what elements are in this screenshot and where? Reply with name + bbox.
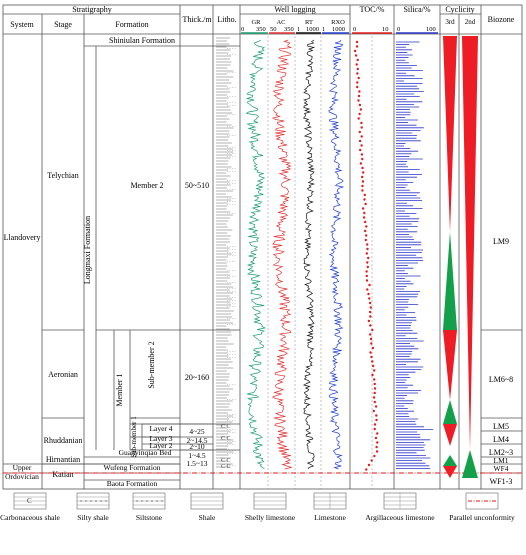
formation-longmaxi: Longmaxi Formation <box>83 216 92 284</box>
header-biozone: Biozone <box>488 15 515 24</box>
header-system: System <box>10 20 34 29</box>
legend-label: Shale <box>199 513 216 522</box>
header-silica: Silica/% <box>403 5 430 14</box>
carbonaceous-shale-swatch: C <box>13 492 47 510</box>
stage-aeronian: Aeronian <box>48 370 78 379</box>
header-well-logging: Well logging <box>274 5 315 14</box>
biozone-lm2-3: LM2~3 <box>489 448 513 457</box>
biozone-wf4: WF4 <box>494 464 509 473</box>
stage-katian: Katian <box>52 470 73 479</box>
gr-scale-max: 350 <box>256 26 266 33</box>
stage-hirnantian: Hirnantian <box>46 455 80 464</box>
table-grid <box>2 4 523 490</box>
header-cycle-2nd: 2nd <box>465 18 476 26</box>
header-thickness: Thick./m <box>182 15 212 24</box>
biozone-lm9: LM9 <box>493 237 509 246</box>
thickness-member2: 50~510 <box>185 181 209 190</box>
header-stratigraphy: Stratigraphy <box>72 5 112 14</box>
gr-scale-min: 0 <box>241 26 244 33</box>
legend: C Carbonaceous shale Silty shale Siltstone S… <box>0 492 515 522</box>
thickness-wufeng: 1.5~13 <box>187 459 208 468</box>
legend-label: Shelly limestone <box>245 513 296 522</box>
biozone-lm4: LM4 <box>493 435 509 444</box>
thickness-layer1: 1~4.5 <box>188 451 205 460</box>
rxo-scale-min: 1 <box>322 26 325 33</box>
unconformity-swatch <box>465 492 499 510</box>
svg-text:C C: C C <box>221 424 231 430</box>
layer-2-label: Layer 2 <box>149 441 172 450</box>
legend-label: Argillaceous limestone <box>365 513 435 522</box>
header-lithology: Litho. <box>217 15 236 24</box>
header-cyclicity: Cyclicity <box>445 5 474 14</box>
header-stage: Stage <box>54 20 72 29</box>
legend-label: Silty shale <box>77 513 109 522</box>
legend-label: Limestone <box>314 513 346 522</box>
layer-4-label: Layer 4 <box>149 424 172 433</box>
svg-text:C C: C C <box>221 458 231 464</box>
biozone-wf1-3: WF1-3 <box>490 477 513 486</box>
rt-scale-name: RT <box>305 19 313 26</box>
toc-scale-max: 10 <box>382 26 389 33</box>
rxo-scale-name: RXO <box>331 19 345 26</box>
well-log-curves <box>245 39 434 471</box>
formation-guanyinqiao: Guanyinqiao Bed <box>119 448 172 457</box>
svg-text:C: C <box>27 497 32 505</box>
rt-scale-max: 1000 <box>306 26 319 33</box>
ac-scale-name: AC <box>276 19 285 26</box>
biozone-lm1: LM1 <box>494 456 509 465</box>
thickness-sub-member2: 20~160 <box>185 373 209 382</box>
cyclicity-wedges <box>443 36 478 478</box>
gr-scale-name: GR <box>251 19 261 26</box>
biozone-lm6-8: LM6~8 <box>489 375 513 384</box>
shelly-limestone-swatch <box>253 492 287 510</box>
argillaceous-limestone-swatch <box>383 492 417 510</box>
formation-baota: Baota Formation <box>107 479 158 488</box>
system-llandovery: Llandovery <box>4 233 41 242</box>
legend-label: Siltstone <box>136 513 163 522</box>
shale-swatch <box>190 492 224 510</box>
header-toc: TOC/% <box>360 5 385 14</box>
ac-scale-min: 50 <box>270 26 277 33</box>
header-cycle-3rd: 3rd <box>445 18 455 26</box>
formation-sub-member1: Sub-member 1 <box>130 416 138 458</box>
formation-member2: Member 2 <box>130 181 163 190</box>
thickness-layer2: 2~10 <box>189 442 205 451</box>
formation-sub-member2: Sub-member 2 <box>147 341 156 388</box>
system-upper-ordovician-line1: Upper <box>13 463 32 472</box>
header-formation: Formation <box>115 20 148 29</box>
silty-shale-swatch <box>76 492 110 510</box>
silica-scale-max: 100 <box>426 26 436 33</box>
legend-label: Parallel unconformity <box>449 513 515 522</box>
formation-wufeng: Wufeng Formation <box>104 463 161 472</box>
layer-3-label: Layer 3 <box>149 434 172 443</box>
formation-shiniulan: Shiniulan Formation <box>109 36 175 45</box>
rt-scale-min: 1 <box>297 26 300 33</box>
stage-rhuddanian: Rhuddanian <box>44 436 83 445</box>
silica-scale-min: 0 <box>397 26 400 33</box>
lithology-column: C CC CC CC C <box>216 37 237 470</box>
biozone-lm5: LM5 <box>493 422 509 431</box>
system-upper-ordovician-line2: Ordovician <box>5 472 39 481</box>
thickness-layer3: 2~14.5 <box>187 436 208 445</box>
toc-scale-min: 0 <box>353 26 356 33</box>
rxo-scale-max: 1000 <box>332 26 345 33</box>
stage-telychian: Telychian <box>47 171 78 180</box>
limestone-swatch <box>313 492 347 510</box>
svg-text:C C: C C <box>221 464 231 470</box>
svg-text:C C: C C <box>221 436 231 442</box>
siltstone-swatch <box>132 492 166 510</box>
ac-scale-max: 350 <box>284 26 294 33</box>
formation-member1: Member 1 <box>115 373 124 406</box>
legend-label: Carbonaceous shale <box>0 513 60 522</box>
thickness-layer4: 4~25 <box>189 427 205 436</box>
